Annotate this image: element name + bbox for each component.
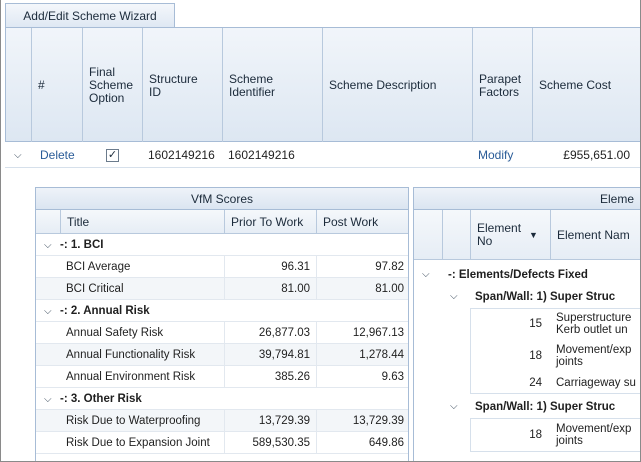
vfm-group-bci[interactable]: ⌵ -: 1. BCI (36, 234, 408, 256)
element-name: Movement/exp joints (556, 423, 632, 447)
vfm-row: BCI Average 96.31 97.82 (36, 256, 408, 278)
element-no: 24 (529, 377, 542, 389)
vfm-row-title: Risk Due to Waterproofing (66, 415, 201, 427)
elements-group-label: -: Elements/Defects Fixed (448, 269, 588, 281)
group-label: -: 2. Annual Risk (60, 305, 150, 317)
vfm-row-prior: 589,530.35 (224, 432, 316, 454)
vfm-col-post[interactable]: Post Work (316, 210, 408, 234)
group-label: -: 1. BCI (60, 239, 104, 251)
collapse-chevron-icon[interactable]: ⌵ (44, 305, 52, 317)
vfm-row-prior: 96.31 (224, 256, 316, 278)
span-rows-box (470, 308, 640, 394)
structure-id-value: 1602149216 (148, 148, 215, 162)
collapse-chevron-icon[interactable]: ⌵ (44, 393, 52, 405)
vfm-scores-panel: VfM Scores Title Prior To Work Post Work… (35, 187, 409, 461)
group-label: -: 3. Other Risk (60, 393, 142, 405)
col-header-number[interactable]: # (31, 28, 69, 143)
vfm-row-post: 12,967.13 (316, 322, 408, 344)
vfm-row-title: Annual Safety Risk (66, 327, 164, 339)
col-header-final-scheme-option[interactable]: Final Scheme Option (82, 28, 143, 143)
vfm-row: Annual Functionality Risk 39,794.81 1,27… (36, 344, 408, 366)
vfm-row-prior: 13,729.39 (224, 410, 316, 432)
vfm-row: Risk Due to Expansion Joint 589,530.35 6… (36, 432, 408, 454)
col-header-element-no[interactable]: Element No ▼ (470, 210, 550, 260)
vfm-col-prior[interactable]: Prior To Work (224, 210, 316, 234)
col-header-scheme-cost[interactable]: Scheme Cost (532, 28, 640, 143)
vfm-row-prior: 385.26 (224, 366, 316, 388)
elements-panel-title: Eleme (414, 188, 640, 210)
vfm-group-annual-risk[interactable]: ⌵ -: 2. Annual Risk (36, 300, 408, 322)
vfm-col-title[interactable]: Title (60, 210, 224, 234)
vfm-row-prior: 39,794.81 (224, 344, 316, 366)
col-header-parapet-factors[interactable]: Parapet Factors (472, 28, 532, 143)
vfm-row-prior: 81.00 (224, 278, 316, 300)
vfm-group-other-risk[interactable]: ⌵ -: 3. Other Risk (36, 388, 408, 410)
vfm-row-post: 97.82 (316, 256, 408, 278)
element-name: Carriageway su (556, 377, 636, 389)
modify-parapet-link[interactable]: Modify (478, 148, 514, 162)
vfm-row-post: 81.00 (316, 278, 408, 300)
vfm-row-title: Annual Functionality Risk (66, 349, 196, 361)
scheme-detail-area: VfM Scores Title Prior To Work Post Work… (5, 168, 640, 461)
col-header-structure-id[interactable]: Structure ID (142, 28, 222, 143)
vfm-row-post: 13,729.39 (316, 410, 408, 432)
elements-panel: Eleme Element No ▼ Element Nam ⌵ -: Elem… (413, 187, 640, 461)
collapse-chevron-icon[interactable]: ⌵ (422, 269, 430, 280)
scheme-row: ⌵ Delete ✓ 1602149216 1602149216 Modify … (5, 142, 640, 168)
vfm-row-post: 9.63 (316, 366, 408, 388)
delete-link[interactable]: Delete (40, 148, 75, 162)
filter-icon[interactable]: ▼ (529, 229, 538, 240)
scheme-grid-header: # Final Scheme Option Structure ID Schem… (5, 27, 640, 143)
vfm-row: Risk Due to Waterproofing 13,729.39 13,7… (36, 410, 408, 432)
element-no: 18 (529, 429, 542, 441)
vfm-grid-header: Title Prior To Work Post Work (36, 210, 408, 234)
col-header-element-name[interactable]: Element Nam (550, 210, 640, 260)
elements-expand-col (442, 210, 470, 260)
collapse-row-chevron-icon[interactable]: ⌵ (14, 149, 22, 161)
scheme-cost-value: £955,651.00 (563, 148, 630, 162)
span-rows-box (470, 418, 640, 452)
vfm-scores-title: VfM Scores (36, 188, 408, 210)
vfm-row-title: BCI Average (66, 261, 131, 273)
element-name: Movement/exp joints (556, 344, 632, 368)
vfm-row-post: 649.86 (316, 432, 408, 454)
element-name: Superstructure Kerb outlet un (556, 312, 632, 336)
span-group-label: Span/Wall: 1) Super Struc (475, 291, 616, 303)
elements-grid-header: Element No ▼ Element Nam (414, 210, 640, 260)
vfm-row: Annual Safety Risk 26,877.03 12,967.13 (36, 322, 408, 344)
scheme-identifier-value: 1602149216 (228, 148, 295, 162)
vfm-row-prior: 26,877.03 (224, 322, 316, 344)
vfm-row-title: Annual Environment Risk (66, 371, 196, 383)
vfm-row-title: Risk Due to Expansion Joint (66, 437, 210, 449)
element-no: 18 (529, 350, 542, 362)
vfm-row-post: 1,278.44 (316, 344, 408, 366)
vfm-row: BCI Critical 81.00 81.00 (36, 278, 408, 300)
vfm-row: Annual Environment Risk 385.26 9.63 (36, 366, 408, 388)
collapse-chevron-icon[interactable]: ⌵ (450, 291, 458, 302)
final-scheme-checkbox[interactable]: ✓ (106, 148, 119, 162)
vfm-row-title: BCI Critical (66, 283, 124, 295)
col-header-scheme-identifier[interactable]: Scheme Identifier (222, 28, 322, 143)
element-no: 15 (529, 318, 542, 330)
scheme-description-value (322, 142, 472, 168)
add-edit-scheme-wizard-tab[interactable]: Add/Edit Scheme Wizard (5, 3, 175, 27)
collapse-chevron-icon[interactable]: ⌵ (44, 239, 52, 251)
collapse-chevron-icon[interactable]: ⌵ (450, 401, 458, 412)
span-group-label: Span/Wall: 1) Super Struc (475, 401, 616, 413)
final-scheme-cell: ✓ (100, 142, 130, 168)
col-header-scheme-description[interactable]: Scheme Description (322, 28, 472, 143)
